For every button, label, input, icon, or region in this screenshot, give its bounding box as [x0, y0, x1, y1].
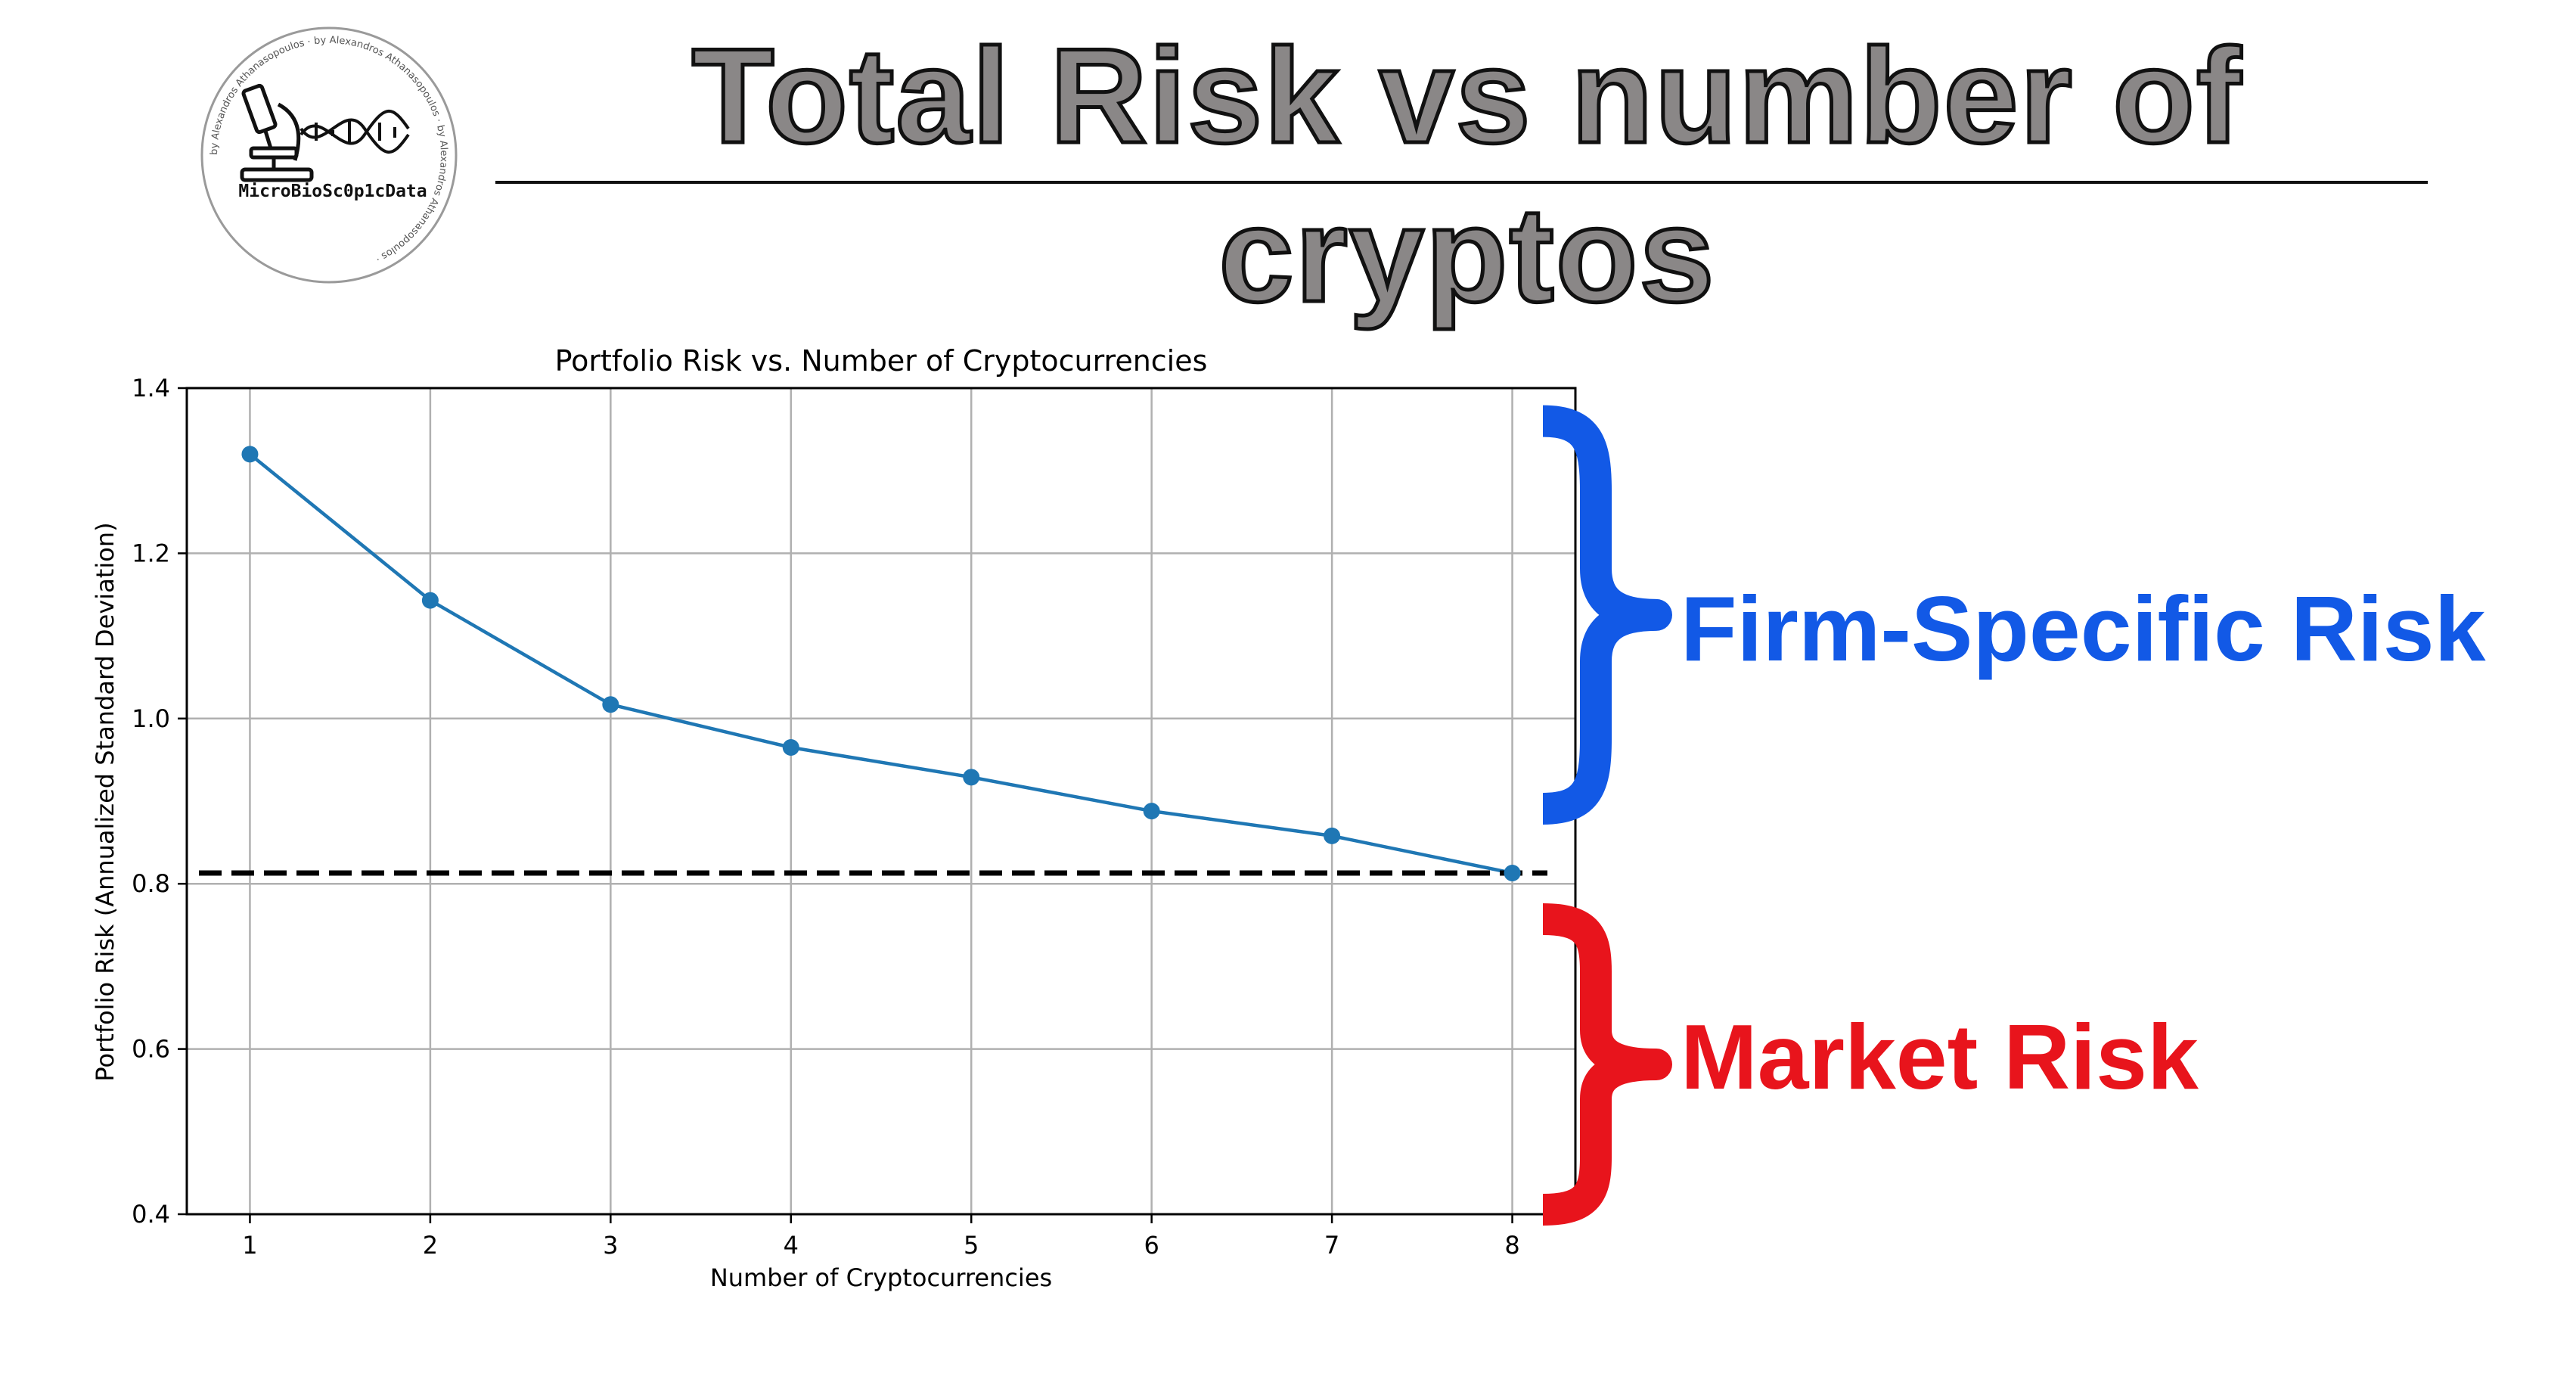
- plot-frame: [185, 387, 1577, 1216]
- chart-ticks: 1 2 3 4 5 6 7 8 0.4 0.6 0.8 1.0 1.2 1.4: [132, 374, 1520, 1260]
- microscope-icon: [240, 83, 314, 182]
- data-point: [421, 592, 439, 609]
- x-tick-label: 1: [242, 1231, 257, 1260]
- title-underline: [495, 181, 2428, 184]
- y-tick-label: 1.0: [132, 704, 170, 733]
- y-tick-label: 0.8: [132, 869, 170, 898]
- chart-series: [199, 446, 1547, 882]
- data-point: [1143, 803, 1160, 820]
- risk-braces: [1542, 405, 1672, 1226]
- market-risk-label: Market Risk: [1681, 1005, 2199, 1108]
- x-tick-label: 8: [1504, 1231, 1519, 1260]
- chart-title: Portfolio Risk vs. Number of Cryptocurre…: [555, 344, 1208, 378]
- data-point: [602, 696, 619, 713]
- logo-outer-ring: [200, 26, 458, 284]
- chart-grid: [187, 387, 1575, 1216]
- dna-helix-icon: [299, 110, 410, 154]
- data-point: [782, 739, 799, 757]
- data-point: [241, 446, 259, 463]
- x-tick-label: 3: [603, 1231, 618, 1260]
- x-tick-label: 6: [1144, 1231, 1159, 1260]
- y-tick-label: 1.2: [132, 539, 170, 567]
- firm-specific-risk-label: Firm-Specific Risk: [1681, 577, 2486, 680]
- page-title: Total Risk vs number of cryptos: [690, 19, 2243, 332]
- y-tick-label: 0.4: [132, 1200, 170, 1229]
- x-tick-label: 2: [423, 1231, 438, 1260]
- y-axis-label: Portfolio Risk (Annualized Standard Devi…: [91, 522, 119, 1081]
- x-tick-label: 7: [1324, 1231, 1339, 1260]
- logo: by Alexandros Athanasopoulos · by Alexan…: [189, 15, 469, 295]
- data-point: [963, 769, 980, 786]
- data-point: [1324, 827, 1341, 844]
- data-point: [1504, 865, 1521, 882]
- x-tick-label: 4: [784, 1231, 799, 1260]
- y-tick-label: 0.6: [132, 1035, 170, 1064]
- x-tick-label: 5: [964, 1231, 979, 1260]
- logo-name: MicroBioSc0p1cData: [238, 182, 427, 201]
- firm-specific-risk-brace: [1542, 405, 1672, 825]
- chart-axes: [185, 387, 1577, 1216]
- y-tick-label: 1.4: [132, 374, 170, 402]
- risk-line: [249, 452, 1513, 875]
- x-axis-label: Number of Cryptocurrencies: [710, 1263, 1052, 1292]
- logo-emblem: by Alexandros Athanasopoulos · by Alexan…: [200, 26, 458, 284]
- market-risk-brace: [1542, 903, 1672, 1226]
